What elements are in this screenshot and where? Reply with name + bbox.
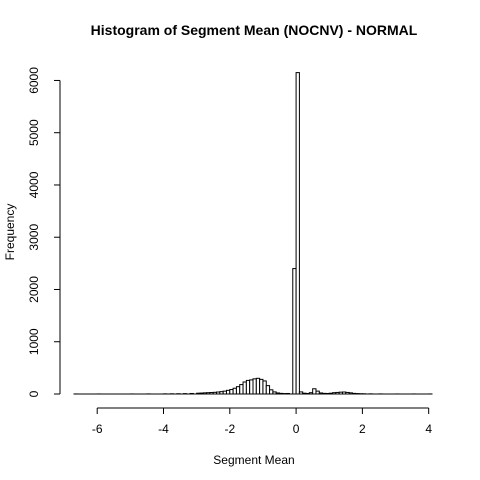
x-tick-label: -2 [224,422,235,436]
y-tick-label: 5000 [27,119,41,146]
x-tick-label: 2 [359,422,366,436]
y-tick-label: 0 [27,390,41,397]
y-axis: 0 1000 2000 3000 4000 5000 6000 [27,67,61,397]
x-tick-label: -4 [158,422,169,436]
histogram-bar [285,392,290,395]
x-axis: -6 -4 -2 0 2 4 [92,407,432,436]
y-tick-label: 2000 [27,276,41,303]
y-axis-label: Frequency [3,204,17,261]
histogram-bar [295,72,300,395]
chart-title: Histogram of Segment Mean (NOCNV) - NORM… [91,22,418,38]
x-tick-label: -6 [92,422,103,436]
y-tick-label: 4000 [27,171,41,198]
histogram-bar [189,392,194,395]
x-axis-label: Segment Mean [213,453,294,467]
y-tick-label: 1000 [27,328,41,355]
x-tick-label: 0 [293,422,300,436]
x-tick-label: 4 [425,422,432,436]
y-tick-label: 3000 [27,224,41,251]
y-tick-label: 6000 [27,67,41,94]
histogram-bars [73,72,433,395]
